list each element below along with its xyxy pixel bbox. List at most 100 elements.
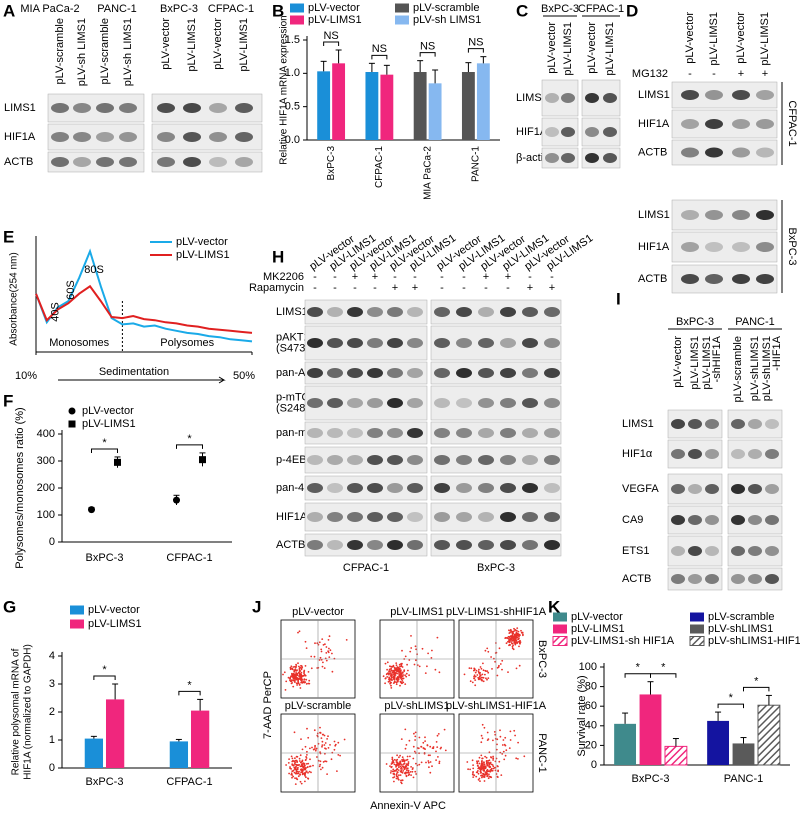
flow-event (418, 763, 421, 766)
flow-event (291, 672, 293, 675)
flow-event (401, 764, 403, 766)
blot-strip (304, 361, 428, 385)
flow-event (397, 670, 400, 673)
flow-event (480, 754, 483, 757)
blot-band (407, 338, 423, 348)
blot-band (705, 274, 723, 284)
flow-event (505, 749, 508, 752)
panel-letter: G (3, 597, 16, 616)
blot-band (307, 455, 323, 465)
y-tick-label: 0 (49, 536, 55, 548)
flow-event (307, 671, 310, 673)
lane-label: pLV-LIMS1 (759, 12, 771, 66)
row-label: β-actin (516, 152, 549, 164)
lane-label: pLV-shLIMS1 (761, 336, 773, 401)
panel-letter: K (548, 597, 561, 616)
error-bar (740, 737, 747, 744)
flow-event (463, 673, 466, 676)
flow-event (406, 755, 409, 758)
blot-band (731, 419, 745, 429)
treatment-mark: - (353, 282, 357, 294)
flow-event (406, 767, 409, 770)
flow-event (328, 647, 330, 650)
bar (639, 694, 662, 765)
flow-event (303, 762, 305, 765)
blot-band (522, 483, 538, 493)
blot-band (456, 455, 472, 465)
blot-band (500, 368, 516, 378)
flow-event (395, 773, 398, 775)
flow-event (327, 747, 330, 749)
blot-band (500, 398, 516, 408)
flow-event (511, 642, 513, 645)
flow-event (496, 674, 499, 677)
blot-band (96, 157, 114, 167)
flow-event (471, 681, 474, 684)
flow-event (298, 757, 301, 760)
blot-band (347, 483, 363, 493)
flow-event (502, 739, 505, 741)
flow-event (402, 770, 405, 772)
flow-event (393, 773, 396, 776)
flow-event (401, 680, 404, 682)
flow-event (478, 762, 481, 765)
blot-band (544, 540, 560, 550)
group-label: BxPC-3 (160, 3, 198, 15)
group-label: BxPC-3 (541, 3, 579, 15)
blot-band (347, 428, 363, 438)
blot-band (456, 540, 472, 550)
flow-event (307, 682, 310, 685)
cell-label: BxPC-3 (536, 640, 548, 678)
flow-event (321, 733, 324, 736)
bar (461, 72, 475, 140)
flow-event (339, 754, 341, 757)
flow-event (392, 776, 394, 779)
flow-event (492, 759, 494, 761)
flow-event (397, 668, 400, 671)
flow-event (443, 728, 446, 731)
flow-event (407, 761, 410, 763)
flow-event (319, 731, 322, 734)
flow-event (398, 765, 400, 767)
flow-event (415, 773, 417, 775)
treatment-mark: + (738, 68, 744, 80)
blot-band (367, 368, 383, 378)
blot-band (478, 483, 494, 493)
blot-strip (430, 446, 562, 474)
flow-event (327, 639, 330, 641)
flow-event (500, 774, 503, 776)
blot-band (748, 546, 762, 556)
flow-event (298, 770, 300, 773)
flow-event (505, 642, 508, 645)
blot-band (434, 428, 450, 438)
x-tick-label: BxPC-3 (326, 146, 337, 181)
flow-event (410, 774, 412, 776)
flow-event (330, 758, 333, 761)
blot-strip (304, 299, 428, 325)
flow-event (414, 770, 417, 773)
group-label: BxPC-3 (477, 562, 515, 574)
blot-band (367, 540, 383, 550)
flow-event (401, 666, 404, 668)
flow-event (477, 676, 480, 679)
flow-event (305, 647, 308, 649)
flow-event (481, 737, 484, 740)
flow-event (403, 766, 405, 769)
flow-event (396, 763, 399, 766)
flow-event (333, 748, 336, 751)
flow-event (479, 674, 482, 677)
flow-event (292, 672, 295, 675)
legend-label: pLV-LIMS1-sh HIF1A (571, 635, 675, 647)
legend-label: pLV-vector (308, 2, 360, 14)
flow-event (480, 766, 483, 769)
blot-band (544, 483, 560, 493)
blot-band (688, 574, 702, 584)
blot-band (688, 419, 702, 429)
row-label: HIF1A (4, 131, 36, 143)
group-label: PANC-1 (97, 3, 137, 15)
blot-band (545, 127, 559, 137)
flow-event (408, 674, 410, 677)
flow-event (427, 652, 429, 655)
panel-letter: H (272, 247, 284, 266)
flow-event (492, 765, 495, 768)
